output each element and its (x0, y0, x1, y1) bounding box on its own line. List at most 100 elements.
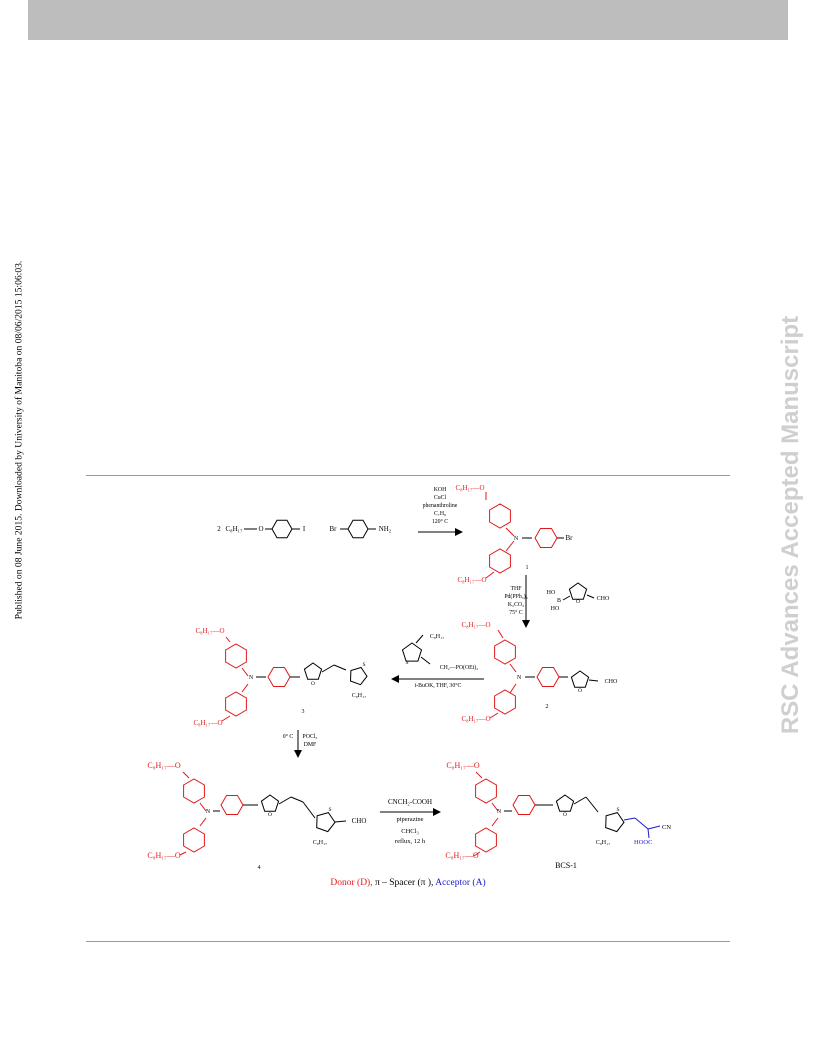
bond (505, 527, 515, 537)
step1-condition: phenanthroline (423, 503, 458, 509)
boronic-cho: CHO (597, 596, 610, 602)
reactant-a-iodine: I (303, 525, 306, 533)
final-mid-ring (512, 795, 536, 815)
compound3-furan (303, 662, 323, 680)
final-bottom-ring (475, 827, 497, 853)
bond (302, 801, 316, 819)
boronic-boron: B (557, 598, 561, 604)
compound2-nitrogen: N (517, 675, 522, 681)
compound4-nitrogen: N (206, 809, 211, 815)
compound2-top-ring (494, 639, 516, 665)
final-nitrogen: N (497, 809, 502, 815)
step4-condition: 0° C (283, 733, 294, 740)
compound1-top-ring (489, 503, 511, 529)
compound1-bottom-ring (489, 548, 511, 574)
bond (179, 851, 187, 856)
reactant-a-coefficient: 2 (217, 525, 221, 533)
bond (491, 817, 499, 827)
step1-condition: C₇H₈ (434, 511, 446, 517)
compound4-chain: C₈H₁₇ (313, 840, 328, 846)
legend-acceptor: Acceptor (A) (433, 878, 486, 888)
final-furan-oxygen: O (563, 812, 567, 818)
compound3-label: 3 (302, 709, 305, 715)
compound3-mid-ring (267, 667, 291, 687)
top-rule (86, 475, 730, 476)
final-chain: C₈H₁₇ (596, 840, 611, 846)
bottom-rule (86, 941, 730, 942)
reactant-b-ring (347, 519, 369, 539)
reactant-b-amine: NH₂ (379, 525, 392, 533)
header-bar (28, 0, 788, 40)
bond (562, 595, 571, 601)
bond (225, 636, 231, 643)
compound1-label: 1 (526, 565, 529, 571)
vinylene (278, 796, 292, 805)
compound4-mid-ring (220, 795, 244, 815)
acceptor-bond (634, 817, 649, 830)
acceptor-bond (647, 825, 661, 830)
compound3-furan-oxygen: O (311, 681, 315, 687)
acceptor-bond (647, 828, 650, 839)
step2-condition: K₂CO₃ (508, 602, 524, 608)
reactant-a-ring (271, 519, 293, 539)
compound4-top-chain: C₈H₁₇—O (147, 761, 180, 770)
bond (334, 820, 347, 823)
compound3-top-chain: C₈H₁₇—O (195, 627, 224, 635)
step5-condition: CNCH₂-COOH (388, 798, 432, 806)
compound3-thiophene-sulfur: S (362, 662, 365, 668)
bond (199, 802, 207, 812)
compound1-right-ring (534, 528, 558, 548)
step2-condition: THF (511, 586, 523, 592)
bond (485, 571, 495, 579)
bond (497, 629, 504, 639)
boronic-ho-1: HO (547, 590, 556, 596)
compound1-top-chain: C₈H₁₇—O (455, 484, 484, 492)
vinylene (290, 796, 304, 803)
final-carboxyl: HOOC (634, 839, 652, 846)
compound1-bottom-chain: C₈H₁₇—O (457, 576, 486, 584)
vinylene (585, 796, 599, 813)
acceptor-bond (623, 817, 636, 821)
bond (221, 715, 231, 722)
compound4-thiophene (316, 812, 336, 833)
bond (489, 712, 499, 719)
step5-condition: reflux, 12 h (395, 838, 426, 845)
step3-thiophene (401, 642, 423, 662)
compound4-bottom-ring (183, 827, 205, 853)
bond (241, 667, 249, 677)
compound2-label: 2 (546, 704, 549, 710)
bond (505, 540, 515, 552)
step4-condition: DMF (304, 742, 317, 748)
compound4-label: 4 (258, 865, 261, 871)
legend-spacer: π – Spacer (π ), (372, 878, 434, 888)
final-label: BCS-1 (555, 861, 577, 870)
boronic-ho-2: HO (551, 606, 560, 612)
step1-condition: 120° C (432, 518, 448, 525)
compound1-bromine: Br (566, 534, 574, 542)
compound4-furan-oxygen: O (268, 812, 272, 818)
step3-conditions: t-BuOK, THF, 30°C (415, 682, 462, 689)
bond (241, 683, 249, 693)
step3-reagent: CH₂—PO(OEt)₂ (440, 664, 479, 671)
compound4-bottom-chain: C₈H₁₇—O (147, 851, 180, 860)
bond (586, 594, 595, 599)
step4-condition: POCl₃ (303, 734, 318, 740)
step1-condition: KOH (434, 487, 447, 493)
compound2-furan-oxygen: O (578, 688, 582, 694)
vinylene (321, 664, 335, 673)
compound3-thiophene (349, 666, 368, 686)
compound2-cho: CHO (605, 679, 618, 685)
bond (509, 683, 517, 694)
step5-condition: CHCl₃ (401, 828, 418, 835)
final-thiophene-sulfur: S (616, 807, 619, 813)
boronic-furan (568, 582, 588, 600)
compound3-bottom-chain: C₈H₁₇—O (193, 719, 222, 727)
final-cyano: CN (662, 824, 671, 831)
compound4-furan (260, 794, 280, 812)
legend-donor: Donor (D), (330, 878, 373, 888)
bond (475, 771, 483, 779)
compound3-chain: C₈H₁₇ (352, 693, 367, 699)
vinylene (333, 664, 347, 671)
compound1-nitrogen: N (514, 536, 519, 542)
vinylene (573, 796, 587, 805)
